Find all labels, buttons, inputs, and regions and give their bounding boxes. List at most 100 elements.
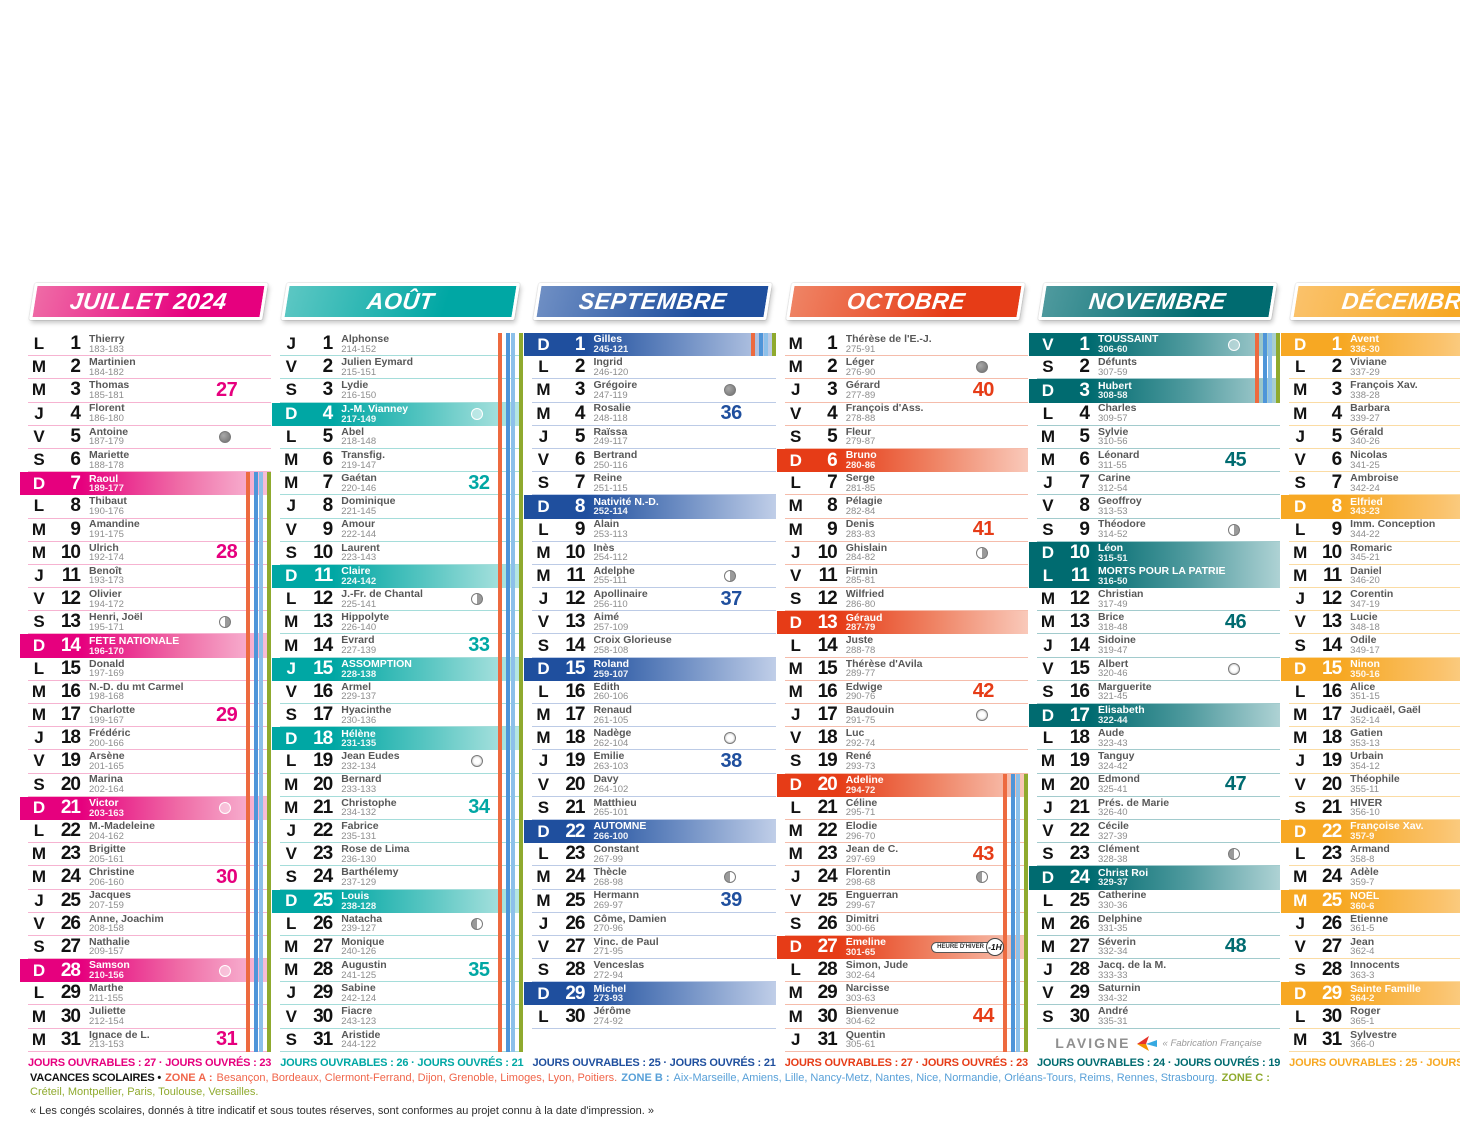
first-moon-icon [219, 616, 232, 629]
day-letter: S [790, 589, 802, 609]
winter-time-badge: HEURE D'HIVER -1H [931, 938, 1004, 957]
day-info: Prés. de Marie 326-40 [1098, 798, 1280, 818]
day-of-year-numbers: 262-104 [593, 737, 629, 749]
day-info: Amour 222-144 [341, 519, 523, 539]
day-letter: V [537, 450, 550, 470]
day-letter: J [286, 496, 296, 516]
day-of-year-numbers: 225-141 [341, 598, 377, 610]
day-number: 30 [60, 1005, 81, 1027]
day-row: L 14 Juste 288-78 [784, 634, 1028, 658]
saint-name: Dominique [341, 496, 396, 507]
day-letter: M [1040, 751, 1056, 771]
day-info: Alphonse 214-152 [341, 334, 523, 354]
day-number: 9 [574, 518, 586, 540]
day-info: Évrard 227-139 [341, 635, 523, 655]
saint-name: Ninon [1350, 659, 1380, 670]
brand-logo: LAVIGNE Fabrication Française [1037, 1035, 1280, 1051]
zone-a-stripe [1255, 333, 1260, 403]
day-number: 8 [70, 495, 81, 517]
day-number: 7 [827, 472, 838, 494]
saint-name: Florentin [845, 867, 891, 878]
day-info: Ignace de L. 213-153 [89, 1030, 271, 1050]
day-number: 20 [313, 773, 333, 795]
day-info: Cécile 327-39 [1098, 821, 1280, 841]
saint-name: Bruno [845, 450, 877, 462]
day-of-year-numbers: 276-90 [845, 366, 876, 378]
day-info: Corentin 347-19 [1350, 589, 1460, 609]
month-header-banner: DÉCEMBRE [1290, 283, 1460, 320]
saint-name: Juliette [89, 1006, 126, 1018]
day-letter: M [284, 960, 299, 980]
day-number: 17 [565, 704, 585, 726]
day-row: M 21 Christophe 234-132 34 [280, 796, 524, 820]
day-letter: J [34, 565, 44, 585]
day-info: Alice 351-15 [1350, 682, 1460, 702]
day-number: 1 [1331, 333, 1343, 355]
day-info: Clément 328-38 [1098, 844, 1280, 864]
day-letter: M [1293, 565, 1308, 585]
day-info: Viviane 337-29 [1350, 357, 1460, 377]
day-number: 14 [60, 635, 81, 657]
day-info: Christine 206-160 [89, 867, 271, 887]
day-of-year-numbers: 192-174 [89, 552, 124, 564]
saint-name: Ignace de L. [89, 1029, 150, 1041]
day-row: V 15 Albert 320-46 [1036, 658, 1281, 681]
day-of-year-numbers: 243-123 [341, 1016, 377, 1028]
day-of-year-numbers: 227-139 [341, 645, 377, 657]
day-letter: M [536, 542, 551, 562]
day-number: 7 [574, 472, 586, 494]
full-moon-icon [975, 709, 988, 722]
day-info: Odile 349-17 [1350, 635, 1460, 655]
day-letter: D [537, 821, 550, 841]
day-of-year-numbers: 317-49 [1097, 598, 1128, 610]
day-letter: S [285, 867, 297, 887]
day-info: Edmond 325-41 [1098, 774, 1280, 794]
saint-name: Corentin [1350, 588, 1394, 600]
zone-b-cities: Aix-Marseille, Amiens, Lille, Nancy-Metz… [673, 1072, 1218, 1084]
month-title: NOVEMBRE [1087, 288, 1228, 314]
day-row: V 30 Fiacre 243-123 [280, 1005, 524, 1029]
day-number: 21 [60, 797, 81, 819]
day-number: 25 [565, 889, 585, 911]
day-number: 21 [1322, 796, 1342, 818]
day-letter: L [790, 473, 801, 493]
day-info: Raïssa 249-117 [593, 427, 775, 447]
day-row: M 2 Martinien 184-182 [28, 356, 272, 380]
day-letter: J [1043, 473, 1053, 493]
day-number: 27 [1322, 935, 1342, 957]
day-letter: M [1293, 380, 1308, 400]
day-of-year-numbers: 253-113 [593, 529, 628, 541]
saint-name: Défunts [1097, 357, 1138, 368]
day-row: S 5 Fleur 279-87 [784, 426, 1028, 449]
saint-name: Nathalie [89, 936, 130, 948]
day-number: 4 [1079, 402, 1090, 424]
day-letter: M [284, 635, 299, 655]
zone-b-light-stripe [1015, 773, 1020, 1052]
month-title: AOÛT [365, 288, 437, 314]
day-number: 7 [1079, 472, 1090, 494]
day-info: Michel 273-93 [593, 984, 775, 1004]
day-info: Ghislain 284-82 [846, 543, 1028, 563]
day-of-year-numbers: 319-47 [1097, 645, 1128, 657]
day-row: S 16 Marguerite 321-45 [1036, 681, 1281, 704]
day-info: Jean 362-4 [1350, 937, 1460, 957]
day-letter: M [788, 1006, 803, 1026]
day-of-year-numbers: 221-145 [341, 505, 377, 517]
day-letter: L [790, 635, 801, 655]
week-number: 33 [468, 634, 490, 657]
day-letter: M [31, 867, 47, 887]
day-info: Abel 218-148 [341, 427, 523, 447]
day-number: 24 [565, 866, 585, 888]
day-number: 22 [817, 820, 838, 842]
school-vacation-stripes [1002, 773, 1028, 1052]
day-of-year-numbers: 236-130 [341, 853, 377, 865]
day-number: 26 [60, 912, 81, 934]
day-row: D 29 Sainte Famille 364-2 [1281, 982, 1460, 1006]
week-number: 48 [1224, 935, 1247, 958]
day-letter: D [789, 775, 802, 795]
day-of-year-numbers: 292-74 [845, 737, 876, 749]
day-letter: J [1295, 751, 1305, 771]
day-letter: M [31, 844, 47, 864]
day-letter: D [285, 404, 298, 424]
day-letter: M [536, 890, 551, 910]
